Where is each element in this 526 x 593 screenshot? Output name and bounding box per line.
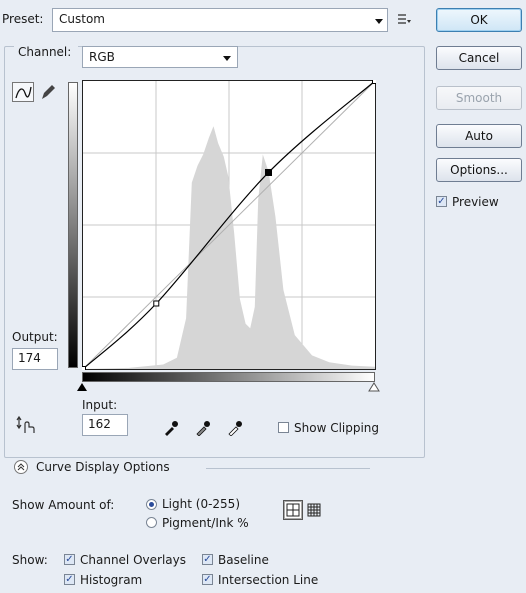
curve-point[interactable]: [265, 168, 273, 176]
pencil-icon[interactable]: [38, 82, 58, 102]
preview-label: Preview: [452, 195, 499, 209]
preview-checkbox[interactable]: ✓: [436, 196, 447, 207]
intersection-line-checkbox[interactable]: ✓: [202, 574, 213, 585]
preset-label: Preset:: [2, 12, 44, 26]
light-radio[interactable]: [146, 499, 157, 510]
ok-button[interactable]: OK: [436, 8, 522, 32]
curve-tool-icon: [15, 86, 32, 99]
cancel-button[interactable]: Cancel: [436, 46, 522, 70]
channel-value: RGB: [89, 50, 115, 64]
chevron-up-icon: [17, 463, 25, 471]
curve-display-options-label: Curve Display Options: [36, 460, 170, 474]
show-label: Show:: [12, 553, 48, 567]
black-eyedropper-icon[interactable]: [162, 418, 180, 436]
curve-point[interactable]: [153, 300, 160, 307]
preset-options-icon[interactable]: [396, 12, 412, 26]
curve-point[interactable]: [372, 80, 377, 84]
grid-4-icon: [286, 503, 300, 517]
curve-graph[interactable]: [82, 80, 376, 370]
white-point-slider[interactable]: [368, 382, 380, 392]
pigment-radio-label: Pigment/Ink %: [162, 516, 249, 530]
intersection-line-label: Intersection Line: [218, 573, 319, 587]
light-radio-label: Light (0-255): [162, 497, 240, 511]
input-field[interactable]: 162: [82, 414, 128, 436]
input-label: Input:: [82, 398, 118, 412]
chevron-down-icon: [375, 19, 383, 24]
histogram-label: Histogram: [80, 573, 143, 587]
channel-overlays-checkbox[interactable]: ✓: [64, 554, 75, 565]
baseline-label: Baseline: [218, 553, 269, 567]
output-field[interactable]: 174: [12, 348, 58, 370]
chevron-down-icon: [223, 56, 231, 61]
gray-eyedropper-icon[interactable]: [194, 418, 212, 436]
section-divider: [206, 468, 370, 469]
detailed-grid-icon[interactable]: [306, 502, 324, 520]
curve-points[interactable]: [82, 80, 376, 370]
auto-button[interactable]: Auto: [436, 124, 522, 148]
preset-value: Custom: [59, 12, 105, 26]
histogram-checkbox[interactable]: ✓: [64, 574, 75, 585]
pigment-radio[interactable]: [146, 517, 157, 528]
channel-select[interactable]: RGB: [82, 46, 238, 68]
curve-line: [82, 80, 376, 370]
channel-label: Channel:: [18, 45, 72, 59]
simple-grid-button[interactable]: [283, 500, 303, 520]
show-clipping-label: Show Clipping: [294, 421, 380, 435]
black-point-slider[interactable]: [76, 382, 88, 392]
baseline: [82, 80, 376, 370]
channel-overlays-label: Channel Overlays: [80, 553, 186, 567]
smooth-button[interactable]: Smooth: [436, 86, 522, 110]
curve-point[interactable]: [82, 366, 86, 371]
histogram: [83, 126, 375, 369]
input-gradient-bar: [82, 372, 375, 382]
options-button[interactable]: Options...: [436, 158, 522, 182]
show-amount-label: Show Amount of:: [12, 498, 115, 512]
output-gradient-bar: [68, 82, 78, 368]
white-eyedropper-icon[interactable]: [226, 418, 244, 436]
show-clipping-checkbox[interactable]: [278, 422, 289, 433]
baseline-checkbox[interactable]: ✓: [202, 554, 213, 565]
collapse-options-button[interactable]: [14, 460, 28, 474]
curve-point-tool[interactable]: [12, 82, 34, 102]
channel-label-bg: Channel:: [14, 40, 78, 59]
preset-select[interactable]: Custom: [52, 8, 388, 32]
output-label: Output:: [12, 330, 58, 344]
on-image-adjust-icon[interactable]: [14, 414, 36, 436]
